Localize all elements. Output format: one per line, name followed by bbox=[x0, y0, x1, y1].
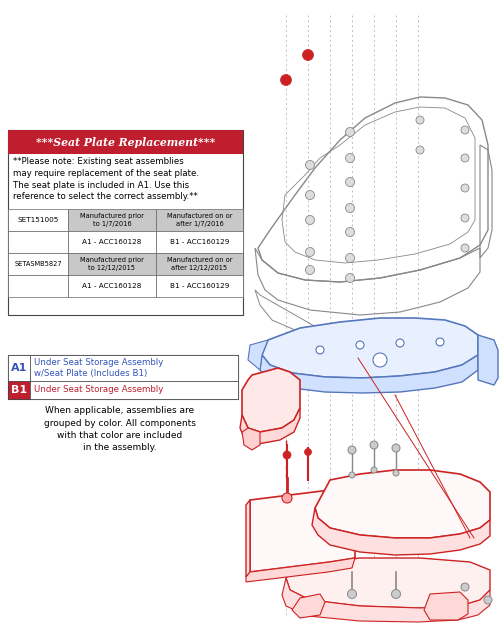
Bar bbox=[156, 253, 243, 275]
Text: ***Seat Plate Replacement***: ***Seat Plate Replacement*** bbox=[36, 137, 215, 147]
Bar bbox=[8, 209, 68, 231]
Bar bbox=[8, 253, 68, 275]
Circle shape bbox=[436, 338, 444, 346]
Circle shape bbox=[416, 116, 424, 124]
Circle shape bbox=[373, 353, 387, 367]
Polygon shape bbox=[240, 408, 300, 444]
Polygon shape bbox=[260, 355, 478, 393]
Text: Under Seat Storage Assembly: Under Seat Storage Assembly bbox=[34, 385, 164, 394]
Bar bbox=[8, 130, 243, 315]
Circle shape bbox=[306, 215, 314, 225]
Bar bbox=[8, 355, 30, 381]
Text: Manufactured on or
after 12/12/2015: Manufactured on or after 12/12/2015 bbox=[167, 258, 232, 271]
Bar bbox=[68, 275, 156, 297]
Polygon shape bbox=[286, 558, 490, 608]
Bar bbox=[8, 275, 68, 297]
Circle shape bbox=[393, 470, 399, 476]
Circle shape bbox=[346, 227, 354, 237]
Polygon shape bbox=[242, 428, 260, 450]
Bar bbox=[156, 231, 243, 253]
Bar bbox=[68, 209, 156, 231]
Text: SETASMB5827: SETASMB5827 bbox=[14, 261, 62, 267]
Polygon shape bbox=[250, 490, 355, 572]
Circle shape bbox=[461, 154, 469, 162]
Text: B1 - ACC160129: B1 - ACC160129 bbox=[170, 239, 229, 245]
Circle shape bbox=[304, 449, 312, 456]
Circle shape bbox=[356, 341, 364, 349]
Circle shape bbox=[306, 161, 314, 170]
Circle shape bbox=[348, 589, 356, 598]
Polygon shape bbox=[292, 594, 325, 618]
Bar bbox=[156, 209, 243, 231]
Circle shape bbox=[484, 596, 492, 604]
Circle shape bbox=[306, 248, 314, 256]
Circle shape bbox=[306, 265, 314, 275]
Circle shape bbox=[392, 444, 400, 452]
Circle shape bbox=[280, 75, 291, 85]
Circle shape bbox=[346, 177, 354, 187]
Circle shape bbox=[346, 127, 354, 137]
Text: A1 - ACC160128: A1 - ACC160128 bbox=[82, 283, 142, 289]
Circle shape bbox=[371, 467, 377, 473]
Circle shape bbox=[349, 472, 355, 478]
Text: Manufactured prior
to 1/7/2016: Manufactured prior to 1/7/2016 bbox=[80, 213, 144, 227]
Circle shape bbox=[461, 244, 469, 252]
Circle shape bbox=[392, 589, 400, 598]
Text: SET151005: SET151005 bbox=[18, 217, 58, 223]
Text: Under Seat Storage Assembly
w/Seat Plate (Includes B1): Under Seat Storage Assembly w/Seat Plate… bbox=[34, 358, 164, 378]
Bar bbox=[8, 355, 238, 399]
Circle shape bbox=[461, 126, 469, 134]
Text: A1: A1 bbox=[11, 363, 27, 373]
Text: Manufactured on or
after 1/7/2016: Manufactured on or after 1/7/2016 bbox=[167, 213, 232, 227]
Text: B1 - ACC160129: B1 - ACC160129 bbox=[170, 283, 229, 289]
Circle shape bbox=[416, 146, 424, 154]
Polygon shape bbox=[312, 508, 490, 555]
Circle shape bbox=[346, 203, 354, 213]
Circle shape bbox=[306, 191, 314, 199]
Text: A1 - ACC160128: A1 - ACC160128 bbox=[82, 239, 142, 245]
Circle shape bbox=[348, 446, 356, 454]
Circle shape bbox=[282, 493, 292, 503]
Circle shape bbox=[461, 184, 469, 192]
Polygon shape bbox=[315, 470, 490, 538]
Polygon shape bbox=[478, 335, 498, 385]
Bar bbox=[8, 130, 243, 154]
Text: When applicable, assemblies are
grouped by color. All components
with that color: When applicable, assemblies are grouped … bbox=[44, 406, 196, 453]
Polygon shape bbox=[248, 340, 268, 370]
Polygon shape bbox=[282, 578, 490, 622]
Circle shape bbox=[283, 451, 291, 459]
Bar bbox=[30, 355, 238, 381]
Text: **Please note: Existing seat assemblies
may require replacement of the seat plat: **Please note: Existing seat assemblies … bbox=[13, 157, 199, 201]
Circle shape bbox=[346, 153, 354, 163]
Bar bbox=[68, 253, 156, 275]
Polygon shape bbox=[262, 318, 478, 378]
Circle shape bbox=[302, 49, 314, 61]
Bar bbox=[68, 231, 156, 253]
Bar bbox=[8, 231, 68, 253]
Circle shape bbox=[461, 214, 469, 222]
Circle shape bbox=[370, 441, 378, 449]
Circle shape bbox=[316, 346, 324, 354]
Polygon shape bbox=[242, 368, 300, 432]
Bar bbox=[8, 381, 30, 399]
Polygon shape bbox=[246, 558, 355, 582]
Circle shape bbox=[396, 339, 404, 347]
Circle shape bbox=[346, 253, 354, 263]
Polygon shape bbox=[424, 592, 468, 620]
Polygon shape bbox=[246, 500, 250, 577]
Circle shape bbox=[346, 273, 354, 282]
Circle shape bbox=[461, 583, 469, 591]
Text: B1: B1 bbox=[11, 385, 27, 395]
Bar bbox=[30, 381, 238, 399]
Text: Manufactured prior
to 12/12/2015: Manufactured prior to 12/12/2015 bbox=[80, 258, 144, 271]
Bar bbox=[156, 275, 243, 297]
